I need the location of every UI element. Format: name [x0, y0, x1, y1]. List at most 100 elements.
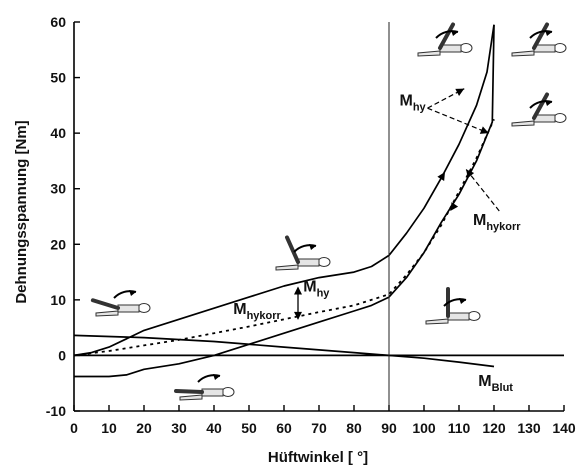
figure-head	[221, 387, 235, 397]
series-mhy-unloading	[74, 24, 495, 378]
y-tick-label: 40	[50, 125, 66, 141]
arrowhead-shape	[455, 88, 465, 96]
x-tick-label: 50	[241, 420, 257, 436]
x-tick-label: 130	[517, 420, 541, 436]
figure-leg-lowered	[174, 374, 235, 401]
y-tick-label: -10	[46, 403, 66, 419]
deco-layer	[90, 22, 567, 401]
figure-raised-leg	[90, 298, 120, 310]
x-tick-label: 20	[136, 420, 152, 436]
series-mblut	[73, 334, 495, 368]
curve-label-subscript: hy	[413, 101, 427, 113]
curve-label-main: M	[478, 373, 491, 390]
figure-head	[137, 303, 151, 313]
x-tick-label: 120	[482, 420, 506, 436]
series-mhykorr	[73, 118, 495, 357]
figure-lower-leg	[275, 264, 299, 271]
curve-label-1: Mhykorr	[473, 212, 521, 233]
double-arrow-bottom-head	[294, 311, 302, 320]
figure-head	[317, 257, 331, 267]
figure-motion-arrowhead	[309, 244, 316, 250]
y-tick-label: 20	[50, 236, 66, 252]
x-tick-label: 110	[448, 420, 471, 436]
figure-head	[459, 43, 473, 53]
unloading-direction-arrow	[450, 202, 459, 211]
mhykorr-leader	[465, 168, 500, 212]
figure-motion-arrowhead	[459, 298, 466, 304]
mhy-leader-lower-head	[479, 126, 489, 134]
figure-leg-raise-120deg-a	[417, 22, 473, 57]
x-tick-label: 0	[70, 420, 78, 436]
double-arrow-top-head	[294, 286, 302, 295]
curve-label-subscript: Blut	[492, 382, 514, 394]
x-tick-label: 100	[412, 420, 436, 436]
tick-layer: 0 10 20 30 40 50 60 70 80 90 100 110 120 130 140-10010…	[46, 14, 576, 436]
figure-torso	[297, 258, 320, 267]
figure-motion-arrowhead	[451, 30, 458, 36]
figure-torso	[201, 388, 224, 397]
y-tick-label: 10	[50, 292, 66, 308]
figure-head	[467, 311, 481, 321]
figure-raised-leg	[532, 92, 549, 120]
figure-lower-leg	[511, 50, 535, 57]
y-tick-label: 50	[50, 70, 66, 86]
y-tick-label: 0	[58, 347, 66, 363]
figure-head	[553, 113, 567, 123]
curve-label-subscript: hykorr	[247, 310, 282, 322]
x-tick-label: 80	[346, 420, 362, 436]
x-tick-label: 10	[101, 420, 117, 436]
x-tick-label: 60	[276, 420, 292, 436]
figure-leg-raise-60deg	[275, 235, 331, 271]
axes-layer	[73, 22, 564, 412]
figure-motion-arrowhead	[545, 100, 552, 106]
figure-head	[553, 43, 567, 53]
figure-lower-leg	[425, 318, 449, 325]
figure-raised-leg	[438, 22, 455, 50]
figure-lower-leg	[179, 394, 203, 401]
curve-label-main: M	[233, 301, 246, 318]
curve-label-2: Mhykorr	[233, 301, 281, 322]
figure-leg-raise-90deg	[425, 287, 481, 325]
y-axis-label: Dehnungsspannung [Nm]	[13, 120, 30, 303]
arrowhead-shape	[479, 126, 489, 134]
series-layer	[73, 24, 564, 378]
figure-lower-leg	[511, 120, 535, 127]
x-tick-label: 140	[552, 420, 576, 436]
arrowhead-shape	[294, 311, 302, 320]
figure-motion-arrowhead	[213, 374, 220, 380]
figure-leg-raise-20deg	[90, 290, 151, 317]
figure-torso	[447, 312, 470, 321]
arrowhead-shape	[294, 286, 302, 295]
arrowhead-shape	[450, 202, 459, 211]
figure-raised-leg	[532, 22, 549, 50]
curve-label-main: M	[303, 279, 316, 296]
figure-motion-arrowhead	[545, 30, 552, 36]
figure-lower-leg	[417, 50, 441, 57]
curve-label-main: M	[473, 212, 486, 229]
curve-label-main: M	[400, 92, 413, 109]
x-tick-label: 30	[171, 420, 187, 436]
curve-label-subscript: hykorr	[486, 221, 521, 233]
figure-raised-leg	[174, 389, 204, 394]
curve-label-subscript: hy	[317, 288, 331, 300]
figure-torso	[117, 304, 140, 313]
mhy-leader-lower	[427, 107, 489, 134]
figure-leg-raise-120deg-b	[511, 22, 567, 57]
figure-motion-arrowhead	[129, 290, 136, 296]
loading-direction-arrow	[437, 172, 445, 181]
figure-lower-leg	[95, 310, 119, 317]
curve-label-4: MBlut	[478, 373, 513, 394]
x-tick-label: 70	[311, 420, 327, 436]
arrowhead-shape	[466, 169, 475, 179]
figure-raised-leg	[285, 235, 300, 264]
x-tick-label: 90	[381, 420, 397, 436]
y-tick-label: 30	[50, 181, 66, 197]
mhykorr-leader-head	[466, 169, 475, 179]
x-axis-label: Hüftwinkel [ °]	[268, 449, 368, 466]
x-tick-label: 40	[206, 420, 222, 436]
curve-label-3: Mhy	[303, 279, 330, 300]
figure-leg-raise-120deg-c	[511, 92, 567, 127]
curve-label-0: Mhy	[400, 92, 427, 113]
